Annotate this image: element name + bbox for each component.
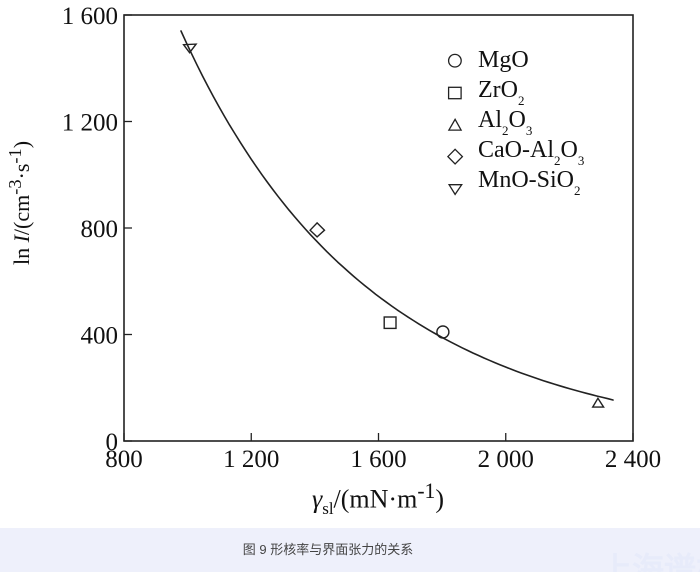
svg-text:MgO: MgO	[478, 47, 529, 73]
svg-text:CaO-Al2O3: CaO-Al2O3	[478, 137, 584, 168]
svg-text:ZrO2: ZrO2	[478, 77, 524, 108]
svg-text:1 600: 1 600	[350, 446, 406, 473]
svg-text:1 200: 1 200	[223, 446, 279, 473]
svg-text:MnO-SiO2: MnO-SiO2	[478, 167, 581, 198]
svg-text:1 600: 1 600	[62, 3, 118, 30]
svg-text:1 200: 1 200	[62, 110, 118, 137]
svg-text:800: 800	[81, 216, 119, 243]
svg-text:Al2O3: Al2O3	[478, 107, 532, 138]
svg-text:2 000: 2 000	[478, 446, 534, 473]
svg-text:800: 800	[105, 446, 143, 473]
svg-text:2 400: 2 400	[605, 446, 661, 473]
svg-text:400: 400	[81, 323, 119, 350]
